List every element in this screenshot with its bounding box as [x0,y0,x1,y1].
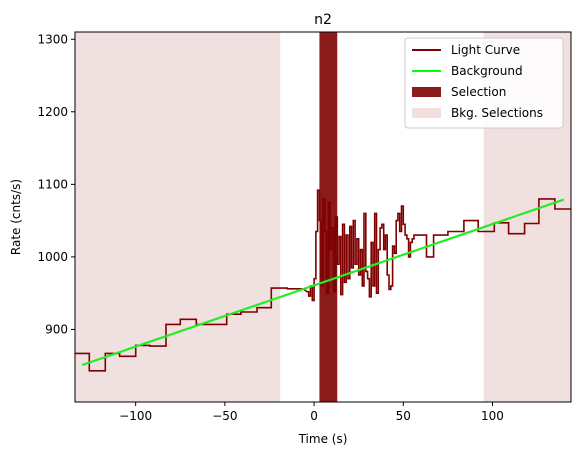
x-tick-label: 0 [310,409,318,423]
legend-swatch-2 [412,87,441,97]
x-tick-label: 50 [396,409,411,423]
legend-label-2: Selection [451,85,506,99]
legend-box [404,37,564,129]
bkg-selection-0 [75,32,281,402]
plot-frame [74,31,572,403]
light-curve-series [75,189,571,372]
y-axis-label: Rate (cnts/s) [9,179,23,255]
x-ticks: −100 −50 0 50 100 [119,402,504,423]
y-tick-label: 1300 [37,32,68,46]
y-ticks: 900 1000 1100 1200 1300 [37,32,75,336]
background-series [81,198,565,367]
x-axis-label: Time (s) [298,432,348,446]
legend-swatch-3 [412,108,441,118]
x-tick-label: 100 [481,409,504,423]
y-tick-label: 900 [45,322,68,336]
legend: Light Curve Background Selection Bkg. Selec… [404,37,564,129]
x-tick-label: −100 [119,409,152,423]
background-layer [81,198,565,367]
chart-title: n2 [314,12,332,28]
y-tick-label: 1000 [37,250,68,264]
y-tick-label: 1100 [37,177,68,191]
legend-label-3: Bkg. Selections [451,106,543,120]
legend-label-1: Background [451,64,523,78]
x-tick-label: −50 [212,409,237,423]
light-curve-layer [75,189,571,372]
y-tick-label: 1200 [37,105,68,119]
legend-label-0: Light Curve [451,43,520,57]
